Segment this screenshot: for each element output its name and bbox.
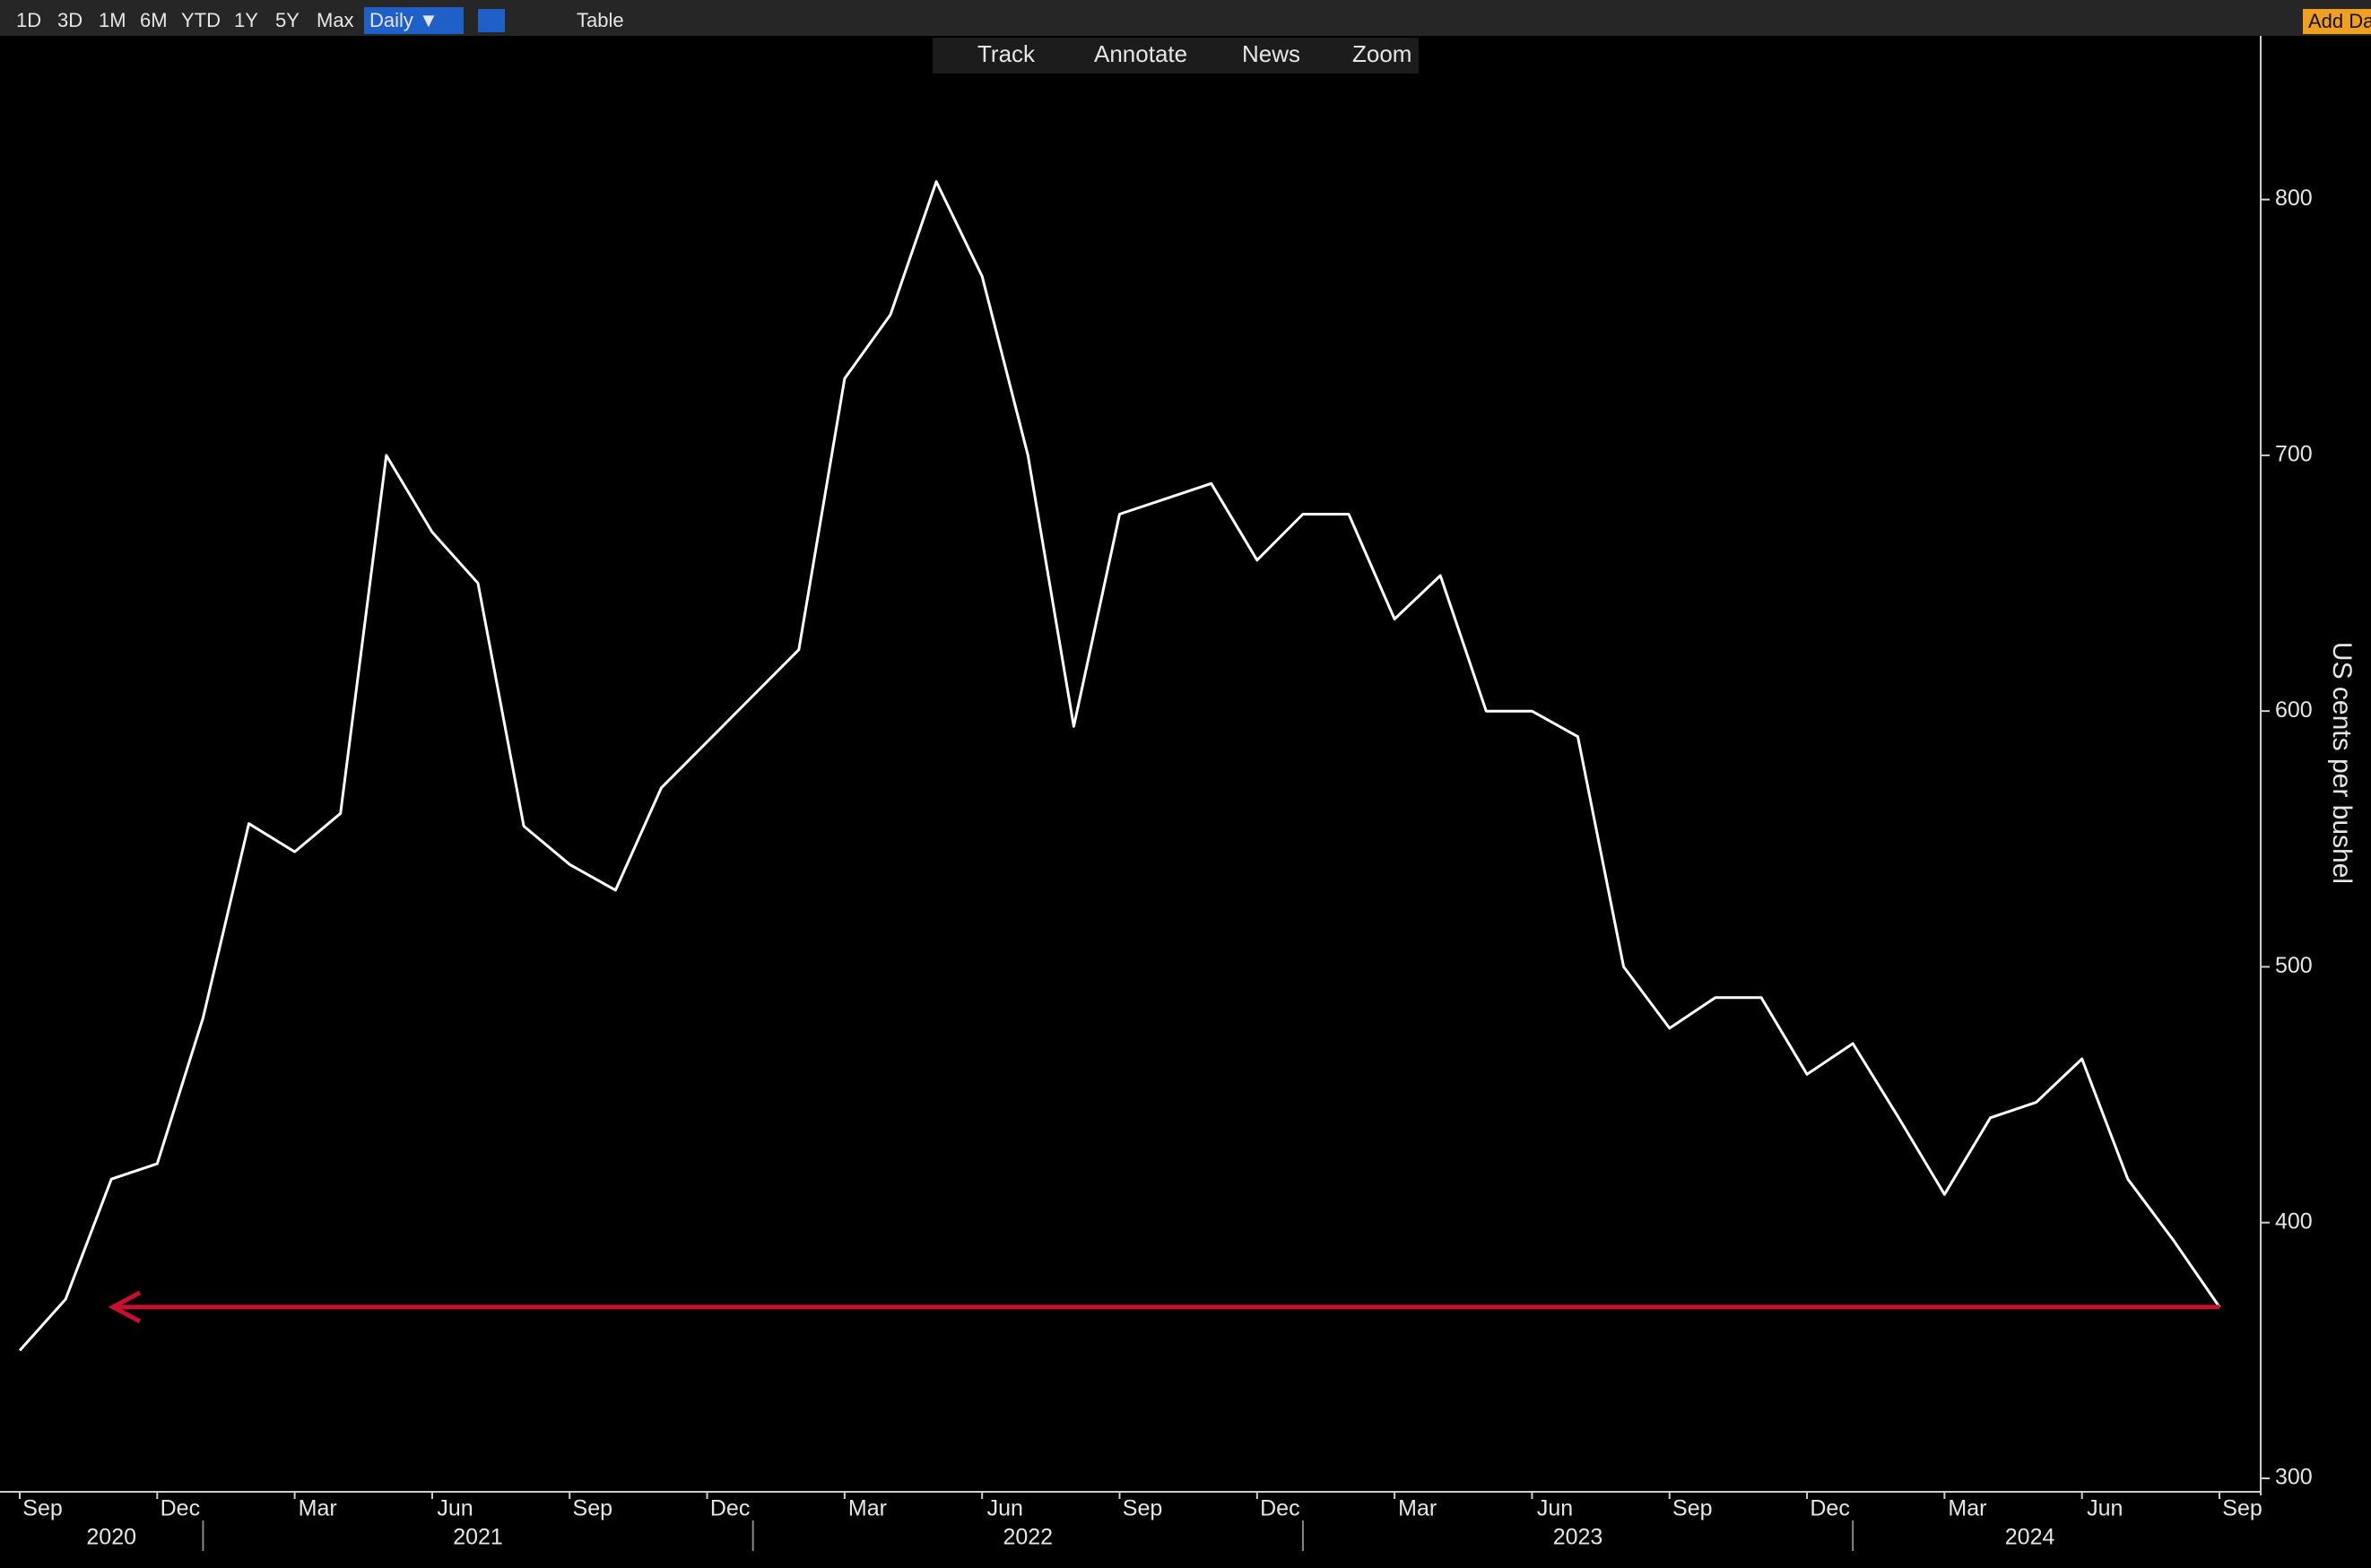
y-tick-label: 300 <box>2275 1465 2313 1490</box>
add-data-button[interactable] <box>2303 9 2371 34</box>
toolbar-button[interactable]: 1D <box>16 9 41 31</box>
x-tick-label: Dec <box>1260 1496 1299 1521</box>
tool-button[interactable]: Track <box>977 40 1036 67</box>
x-tick-label: Mar <box>848 1496 887 1521</box>
x-tick-label: Dec <box>161 1496 200 1521</box>
tool-button[interactable]: News <box>1242 40 1300 67</box>
x-tick-label: Dec <box>710 1496 750 1521</box>
x-tick-label: Jun <box>437 1496 473 1521</box>
toolbar-button[interactable]: 3D <box>57 9 83 31</box>
y-tick-label: 600 <box>2275 697 2313 723</box>
x-tick-label: Mar <box>1948 1496 1986 1521</box>
toolbar-button[interactable]: 1Y <box>234 9 258 31</box>
x-tick-label: Jun <box>2087 1496 2123 1521</box>
x-tick-label: Sep <box>2222 1496 2262 1521</box>
x-tick-label: Sep <box>1672 1496 1712 1521</box>
y-tick-label: 500 <box>2275 953 2313 978</box>
x-tick-label: Sep <box>1123 1496 1162 1521</box>
interval-selected <box>364 7 464 34</box>
toolbar-button[interactable]: Daily ▼ <box>369 9 439 31</box>
tool-button[interactable]: Zoom <box>1352 40 1411 67</box>
add-data-label: Add Da <box>2308 10 2371 32</box>
x-tick-label: Sep <box>22 1496 62 1521</box>
year-label: 2022 <box>1003 1525 1053 1550</box>
tool-button[interactable]: Annotate <box>1094 40 1187 67</box>
x-tick-label: Jun <box>987 1496 1023 1521</box>
year-label: 2020 <box>86 1525 136 1550</box>
toolbar-button[interactable]: Max <box>317 9 354 31</box>
year-label: 2023 <box>1553 1525 1603 1550</box>
year-label: 2021 <box>453 1525 503 1550</box>
y-tick-label: 800 <box>2275 186 2313 211</box>
price-line <box>18 180 2221 1352</box>
x-tick-label: Dec <box>1810 1496 1849 1521</box>
y-tick-label: 400 <box>2275 1208 2313 1234</box>
x-tick-label: Mar <box>1398 1496 1437 1521</box>
toolbar-button[interactable]: 6M <box>140 9 168 31</box>
reference-arrowhead <box>108 1290 142 1324</box>
y-tick-label: 700 <box>2275 441 2313 466</box>
x-tick-label: Mar <box>299 1496 337 1521</box>
x-tick-label: Sep <box>573 1496 612 1521</box>
y-axis-label: US cents per bushel <box>2327 642 2357 884</box>
chart-type-icon <box>478 9 505 32</box>
x-tick-label: Jun <box>1537 1496 1573 1521</box>
toolbar-button[interactable]: Table <box>577 9 624 31</box>
toolbar-button[interactable]: 1M <box>99 9 126 31</box>
toolbar <box>0 0 2371 36</box>
year-label: 2024 <box>2005 1525 2055 1550</box>
toolbar-button[interactable]: 5Y <box>275 9 300 31</box>
toolbar-button[interactable]: YTD <box>181 9 221 31</box>
tool-bar <box>933 38 1419 74</box>
